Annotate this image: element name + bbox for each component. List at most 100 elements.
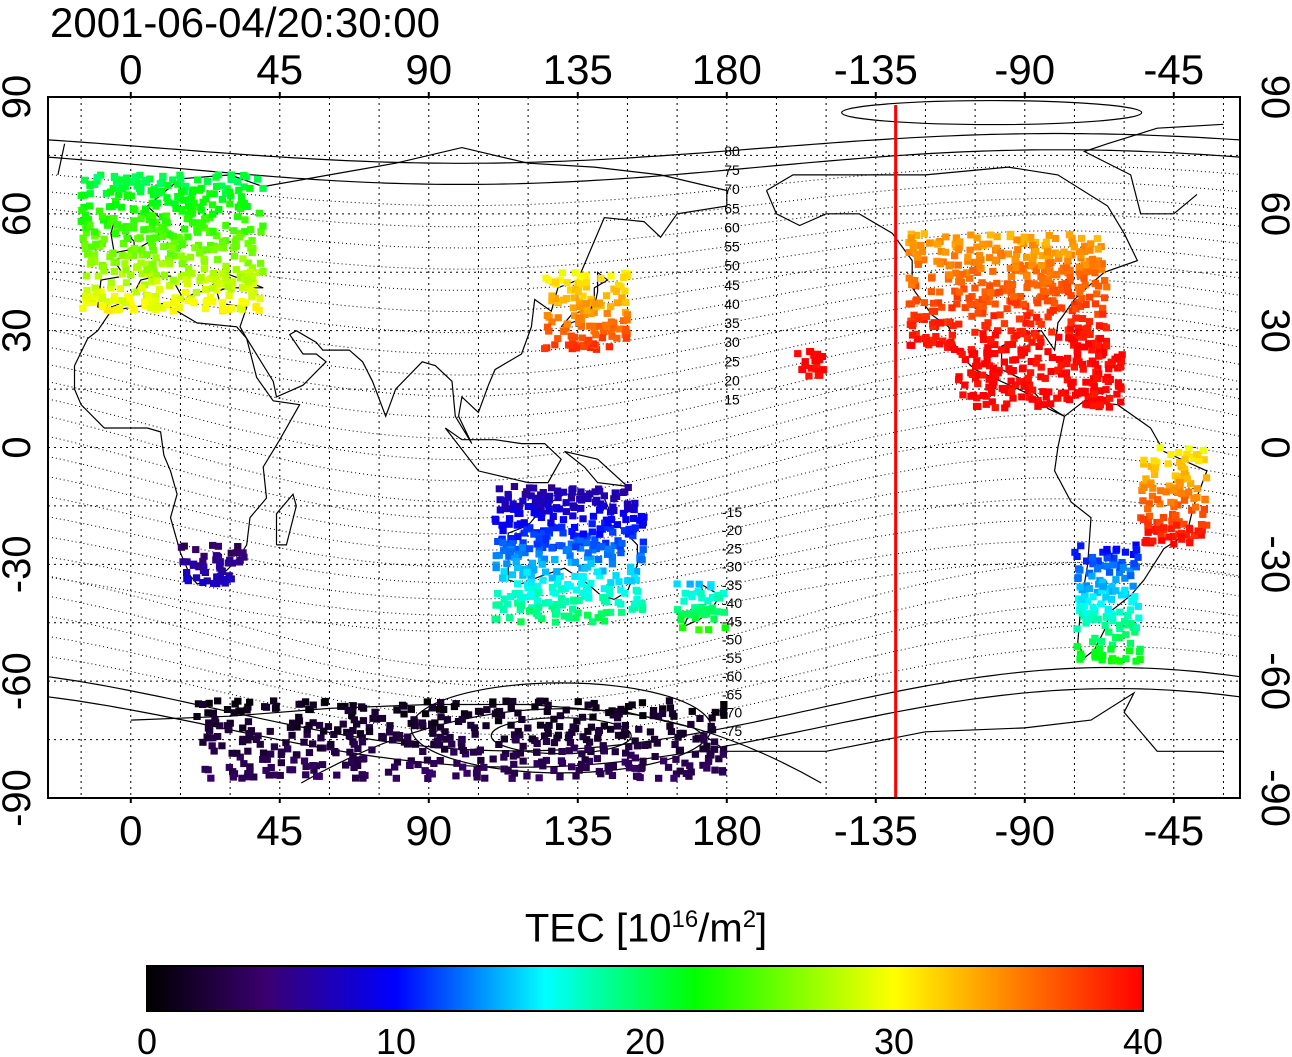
tec-cell <box>349 702 357 710</box>
tec-cell <box>1140 516 1148 523</box>
tec-cell <box>512 558 520 566</box>
tec-cell <box>1167 525 1175 533</box>
tec-cell <box>533 510 541 518</box>
tec-cell <box>138 270 146 278</box>
tec-cell <box>122 279 131 287</box>
tec-cell <box>801 362 809 369</box>
tec-cell <box>82 272 91 280</box>
tec-cell <box>1116 621 1124 629</box>
tec-cell <box>284 745 292 753</box>
tec-cell <box>653 739 661 747</box>
contour-label: 35 <box>724 315 740 331</box>
tec-cell <box>514 709 522 717</box>
tec-cell <box>922 335 930 343</box>
tec-cell <box>559 516 568 524</box>
tec-cell <box>525 545 534 553</box>
tec-cell <box>631 737 639 745</box>
tec-cell <box>639 757 647 765</box>
tec-cell <box>592 331 600 339</box>
tec-cell <box>545 327 553 335</box>
tec-cell <box>609 762 617 770</box>
tec-cell <box>194 176 202 184</box>
tec-cell <box>1091 634 1099 642</box>
tec-cell <box>970 350 979 358</box>
tec-cell <box>237 193 246 201</box>
tec-cell <box>688 593 696 601</box>
tec-cell <box>1194 527 1202 535</box>
tec-cell <box>1175 518 1183 526</box>
contour-label: 60 <box>724 219 740 235</box>
tec-cell <box>1116 569 1124 576</box>
tec-cell <box>598 525 606 533</box>
tec-cell <box>203 177 211 185</box>
tec-cell <box>989 267 997 275</box>
tec-cell <box>597 543 605 551</box>
tec-cell <box>1199 447 1207 454</box>
tec-cell <box>1008 340 1017 348</box>
tec-cell <box>1185 445 1193 453</box>
tec-cell <box>249 244 257 252</box>
tec-cell <box>615 325 623 333</box>
tec-cell <box>396 732 404 739</box>
tec-cell <box>1061 280 1069 288</box>
tec-cell <box>1040 280 1048 288</box>
tec-cell <box>1075 268 1083 276</box>
tec-cell <box>1124 612 1132 619</box>
tec-cell <box>1093 290 1101 298</box>
tec-cell <box>1000 320 1009 328</box>
tec-cell <box>259 749 268 757</box>
tec-cell <box>571 269 579 277</box>
tec-cell <box>1037 262 1045 269</box>
tec-cell <box>535 535 543 542</box>
tec-cell <box>538 560 546 568</box>
tec-cell <box>535 550 543 558</box>
tec-cell <box>1055 333 1063 341</box>
tec-cell <box>1108 612 1117 620</box>
tec-cell <box>955 288 963 296</box>
tec-cell <box>193 226 201 234</box>
colorbar-label: TEC [1016/m2] <box>524 906 768 951</box>
tec-cell <box>118 270 127 278</box>
tec-cell <box>533 494 541 502</box>
tec-cell <box>955 320 963 328</box>
tec-cell <box>539 762 547 770</box>
tec-cell <box>551 341 559 349</box>
tec-cell <box>1032 332 1040 339</box>
tec-cell <box>510 505 518 513</box>
tec-cell <box>183 215 191 223</box>
tec-cell <box>1071 301 1079 309</box>
tec-cell <box>406 761 414 769</box>
tec-cell <box>1066 273 1074 281</box>
tec-cell <box>500 765 508 773</box>
tec-cell <box>436 733 444 741</box>
tec-cell <box>1082 378 1090 386</box>
tec-cell <box>600 617 609 625</box>
tec-cell <box>816 356 824 364</box>
tec-cell <box>324 723 333 731</box>
tec-cell <box>566 738 575 746</box>
tec-cell <box>339 720 347 728</box>
tec-cell <box>1141 538 1149 546</box>
y-tick-label-left: -90 <box>0 769 39 827</box>
y-tick-label-right: 90 <box>1253 75 1292 120</box>
tec-cell <box>925 341 933 349</box>
tec-cell <box>295 713 303 721</box>
tec-cell <box>623 316 631 324</box>
tec-cell <box>137 259 145 267</box>
tec-cell <box>1100 294 1109 302</box>
tec-cell <box>162 212 170 220</box>
tec-cell <box>530 584 538 592</box>
tec-cell <box>342 761 350 769</box>
tec-cell <box>991 404 999 412</box>
tec-cell <box>141 298 149 306</box>
tec-cell <box>1025 381 1034 389</box>
tec-cell <box>1035 343 1043 350</box>
tec-cell <box>265 771 273 779</box>
tec-cell <box>203 733 211 741</box>
mag-contour <box>48 645 1240 736</box>
tec-cell <box>1131 593 1139 601</box>
tec-cell <box>958 350 966 358</box>
tec-cell <box>979 240 987 248</box>
tec-cell <box>614 598 622 606</box>
tec-cell <box>1023 272 1031 280</box>
